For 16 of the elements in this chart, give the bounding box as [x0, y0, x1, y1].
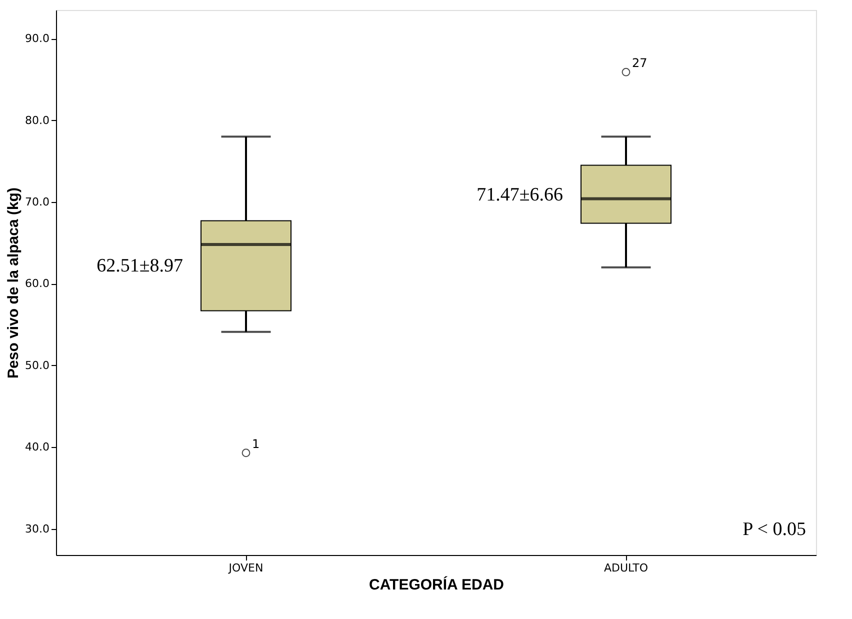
y-tick-label: 50.0 — [25, 358, 50, 372]
annotation: 27 — [632, 56, 648, 70]
x-tick-label: ADULTO — [604, 562, 648, 574]
y-tick-label: 60.0 — [25, 277, 50, 290]
x-axis-title: CATEGORÍA EDAD — [369, 576, 504, 594]
y-tick-label: 40.0 — [25, 440, 50, 454]
y-tick-label: 70.0 — [25, 196, 50, 209]
annotation: P < 0.05 — [742, 519, 806, 540]
annotation: 71.47±6.66 — [476, 184, 563, 206]
y-tick-label: 80.0 — [25, 114, 50, 127]
y-tick-label: 30.0 — [25, 522, 50, 536]
x-tick-label: JOVEN — [228, 562, 264, 574]
y-tick-label: 90.0 — [25, 32, 50, 46]
annotation: 62.51±8.97 — [96, 256, 183, 277]
annotation: 1 — [252, 436, 260, 451]
y-axis-title: Peso vivo de la alpaca (kg) — [5, 188, 22, 378]
